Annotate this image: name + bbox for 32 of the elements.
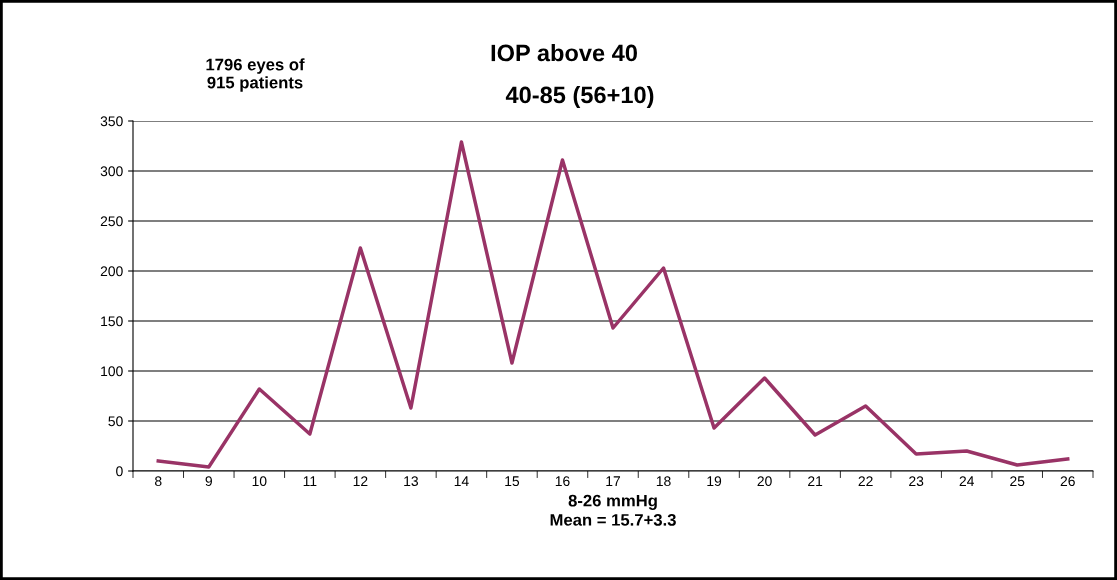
x-tick-label: 11 [303, 476, 317, 486]
chart-title: IOP above 40 [491, 44, 637, 62]
x-axis-title: 8-26 mmHg Mean = 15.7+3.3 [550, 494, 676, 526]
y-tick-label: 100 [101, 366, 123, 377]
y-tick-label: 200 [100, 266, 123, 277]
x-tick-label: 14 [454, 476, 469, 486]
y-tick-label: 0 [116, 466, 123, 477]
y-tick-label: 350 [100, 116, 123, 127]
x-tick-label: 20 [757, 476, 772, 487]
x-tick-label: 25 [1010, 476, 1025, 487]
x-tick-label: 21 [808, 476, 823, 486]
x-tick-label: 16 [555, 476, 570, 487]
x-tick-label: 8 [155, 476, 162, 487]
x-tick-label: 15 [505, 476, 520, 487]
x-tick-label: 13 [404, 476, 419, 487]
line-series [156, 140, 1070, 469]
y-tick-label: 50 [108, 416, 123, 427]
chart-subtitle: 40-85 (56+10) [505, 86, 654, 108]
x-tick-label: 12 [353, 476, 368, 486]
text: 1796 eyes of 915 patients [206, 58, 305, 92]
x-tick-label: 26 [1060, 476, 1075, 487]
y-tick-label: 300 [100, 166, 123, 177]
x-tick-label: 10 [252, 476, 267, 487]
x-tick-label: 17 [606, 476, 621, 486]
y-tick-label: 150 [101, 316, 123, 327]
x-tick-label: 19 [707, 476, 722, 487]
x-tick-label: 9 [205, 476, 212, 487]
x-tick-label: 24 [959, 476, 974, 486]
x-tick-label: 23 [909, 476, 924, 487]
x-tick-label: 18 [656, 476, 671, 487]
y-tick-label: 250 [100, 216, 123, 227]
x-tick-label: 22 [858, 476, 873, 486]
